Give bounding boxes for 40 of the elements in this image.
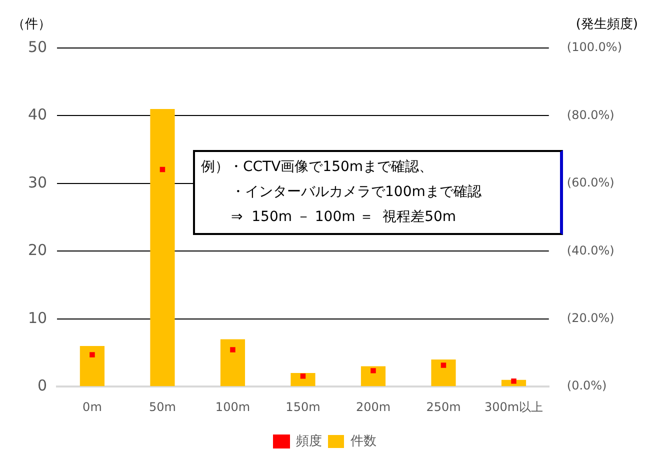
bar — [150, 108, 175, 386]
y-tick-label: 30 — [28, 173, 48, 192]
y-axis-title: （件） — [12, 16, 51, 32]
annotation: ・インターバルカメラで100mまで確認 — [230, 183, 482, 202]
note-box: 例）・CCTV画像で150mまで確認、 ・インターバルカメラで100mまで確認 ⇒ 150m － 100m ＝ 視程差50m — [193, 150, 563, 235]
y-tick-label: 50 — [28, 38, 48, 56]
bar — [290, 373, 316, 386]
x-tick-label: 0m — [82, 400, 102, 414]
legend-label: 頻度 — [296, 432, 322, 449]
y2-tick-label: (60.0%) — [566, 176, 614, 190]
x-tick-label: 50m — [148, 400, 176, 414]
y2-tick-label: (80.0%) — [566, 108, 614, 122]
point — [300, 373, 306, 379]
y2-tick-label: (100.0%) — [566, 40, 622, 54]
x-tick-label: 150m — [286, 400, 320, 414]
y2-tick-label: (40.0%) — [566, 243, 614, 258]
y2-tick-label: (20.0%) — [566, 311, 614, 326]
bar — [220, 339, 246, 386]
y2-tick-label: (0.0%) — [566, 378, 607, 393]
bar — [360, 366, 386, 386]
annotation: ⇒ 150m － 100m ＝ 視程差50m — [230, 208, 458, 227]
bar — [80, 346, 105, 386]
point — [90, 352, 95, 358]
point — [511, 378, 516, 384]
point — [370, 368, 376, 374]
x-tick-label: 250m — [426, 400, 461, 414]
annotation: 例）・CCTV画像で150mまで確認、 — [201, 158, 434, 177]
y-tick-label: 20 — [28, 241, 48, 260]
point — [160, 166, 166, 172]
point — [440, 362, 446, 368]
y-tick-label: 0 — [38, 376, 48, 394]
y2-axis-title: (発生頻度) — [576, 16, 638, 32]
y-tick-label: 40 — [28, 106, 48, 124]
x-tick-label: 100m — [215, 400, 250, 414]
legend-label: 件数 — [350, 434, 376, 449]
x-tick-label: 300m以上 — [484, 400, 544, 414]
y-tick-label: 10 — [28, 308, 48, 327]
point — [230, 347, 236, 352]
x-tick-label: 200m — [356, 400, 391, 414]
bar — [431, 360, 456, 386]
